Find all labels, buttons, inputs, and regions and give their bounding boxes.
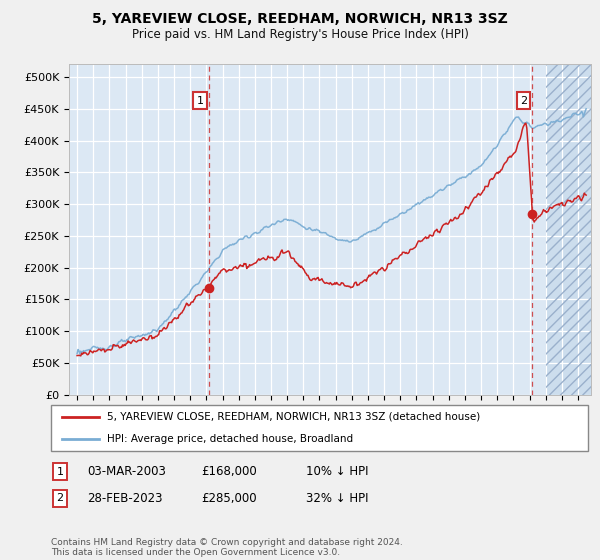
Text: Contains HM Land Registry data © Crown copyright and database right 2024.
This d: Contains HM Land Registry data © Crown c…: [51, 538, 403, 557]
Text: 10% ↓ HPI: 10% ↓ HPI: [306, 465, 368, 478]
Text: Price paid vs. HM Land Registry's House Price Index (HPI): Price paid vs. HM Land Registry's House …: [131, 28, 469, 41]
Text: 5, YAREVIEW CLOSE, REEDHAM, NORWICH, NR13 3SZ: 5, YAREVIEW CLOSE, REEDHAM, NORWICH, NR1…: [92, 12, 508, 26]
Text: £168,000: £168,000: [201, 465, 257, 478]
Text: 1: 1: [197, 96, 204, 106]
Text: £285,000: £285,000: [201, 492, 257, 505]
Text: 2: 2: [520, 96, 527, 106]
Text: 28-FEB-2023: 28-FEB-2023: [87, 492, 163, 505]
Text: 2: 2: [56, 493, 64, 503]
Text: 1: 1: [56, 466, 64, 477]
Text: 03-MAR-2003: 03-MAR-2003: [87, 465, 166, 478]
Text: 5, YAREVIEW CLOSE, REEDHAM, NORWICH, NR13 3SZ (detached house): 5, YAREVIEW CLOSE, REEDHAM, NORWICH, NR1…: [107, 412, 481, 422]
Text: 32% ↓ HPI: 32% ↓ HPI: [306, 492, 368, 505]
Text: HPI: Average price, detached house, Broadland: HPI: Average price, detached house, Broa…: [107, 434, 353, 444]
Bar: [546, 64, 599, 395]
Bar: [546, 64, 599, 395]
